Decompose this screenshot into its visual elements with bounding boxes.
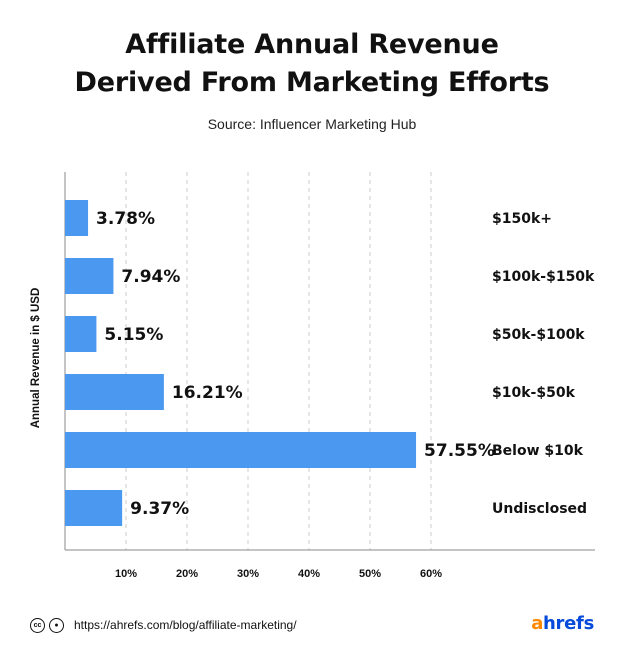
bar-5 [65,490,123,526]
x-tick-label-2: 30% [237,568,259,580]
x-tick-label-3: 40% [298,568,320,580]
chart-title-line-1: Affiliate Annual Revenue [125,29,499,60]
category-label-4: Below $10k [492,443,584,459]
x-tick-label-5: 60% [420,568,442,580]
chart-title: Affiliate Annual Revenue Derived From Ma… [0,26,624,102]
bar-2 [65,316,97,352]
bar-0 [65,200,89,236]
category-label-1: $100k-$150k [492,269,595,285]
x-tick-label-4: 50% [359,568,381,580]
data-label-4: 57.55% [424,441,495,461]
data-label-2: 5.15% [104,325,163,345]
chart-subtitle: Source: Influencer Marketing Hub [207,116,417,132]
data-label-5: 9.37% [130,499,189,519]
logo-text: hrefs [543,613,594,634]
bar-chart: 10% 20% 30% 40% 50% 60% 3.78% $150k+ 7.94% $100k-… [64,172,595,580]
logo-letter-a: a [531,613,544,634]
data-label-1: 7.94% [121,267,180,287]
bar-4 [65,432,417,468]
cc-icon: cc [30,617,45,633]
category-label-2: $50k-$100k [492,327,585,343]
bar-3 [65,374,164,410]
category-label-3: $10k-$50k [492,385,576,401]
data-label-0: 3.78% [96,209,155,229]
footer: cc ● https://ahrefs.com/blog/affiliate-m… [30,615,297,635]
category-label-5: Undisclosed [492,501,587,517]
x-tick-label-1: 20% [176,568,198,580]
x-tick-label-0: 10% [115,568,137,580]
data-label-3: 16.21% [172,383,243,403]
ahrefs-logo: ahrefs [531,613,594,634]
category-label-0: $150k+ [492,211,552,227]
by-attribution-icon: ● [49,617,64,633]
bar-1 [65,258,114,294]
source-url[interactable]: https://ahrefs.com/blog/affiliate-market… [74,618,297,632]
chart-title-line-2: Derived From Marketing Efforts [74,67,550,98]
